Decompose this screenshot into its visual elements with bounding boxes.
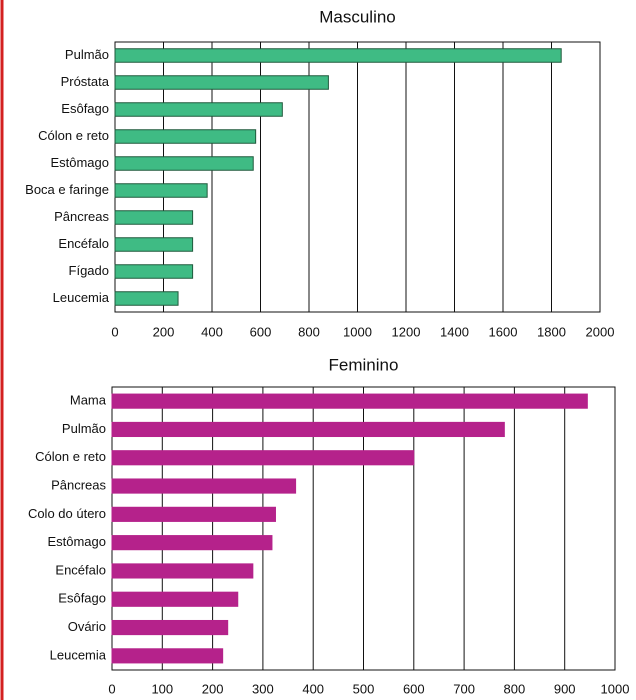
bar xyxy=(111,619,229,636)
y-tick-label: Esôfago xyxy=(58,591,106,606)
bar xyxy=(111,450,415,466)
x-tick-label: 400 xyxy=(201,324,223,339)
bar xyxy=(111,478,297,494)
x-tick-label: 200 xyxy=(153,324,175,339)
y-tick-label: Pâncreas xyxy=(54,209,109,224)
bar xyxy=(114,156,254,171)
bar xyxy=(114,129,257,144)
y-tick-label: Esôfago xyxy=(61,101,109,116)
x-tick-label: 300 xyxy=(252,681,274,696)
x-tick-label: 400 xyxy=(302,681,324,696)
y-tick-label: Leucemia xyxy=(50,647,107,662)
x-tick-label: 1000 xyxy=(343,324,372,339)
bar xyxy=(114,183,208,198)
chart-title: Masculino xyxy=(319,7,396,26)
y-tick-label: Cólon e reto xyxy=(38,128,109,143)
x-tick-label: 1000 xyxy=(601,681,630,696)
bar xyxy=(111,591,239,607)
y-tick-label: Cólon e reto xyxy=(35,449,106,464)
x-tick-label: 800 xyxy=(504,681,526,696)
bar xyxy=(114,102,283,117)
x-tick-label: 200 xyxy=(202,681,224,696)
bar xyxy=(111,648,224,664)
bar xyxy=(114,210,194,225)
chart-title: Feminino xyxy=(329,355,399,374)
bar xyxy=(111,421,505,438)
y-tick-label: Estômago xyxy=(50,155,109,170)
y-tick-label: Mama xyxy=(70,393,107,408)
y-tick-label: Pâncreas xyxy=(51,477,106,492)
y-tick-label: Ovário xyxy=(68,619,106,634)
bar xyxy=(114,237,194,252)
y-tick-label: Encéfalo xyxy=(55,562,106,577)
x-tick-label: 0 xyxy=(111,324,118,339)
x-tick-label: 1200 xyxy=(392,324,421,339)
y-tick-label: Estômago xyxy=(47,534,106,549)
x-tick-label: 800 xyxy=(298,324,320,339)
bar xyxy=(114,48,562,63)
bar xyxy=(114,291,179,306)
x-tick-label: 700 xyxy=(453,681,475,696)
x-tick-label: 1600 xyxy=(489,324,518,339)
y-tick-label: Fígado xyxy=(69,263,109,278)
x-tick-label: 600 xyxy=(250,324,272,339)
y-tick-label: Boca e faringe xyxy=(25,182,109,197)
bar xyxy=(114,264,194,279)
bar xyxy=(111,535,273,551)
bar xyxy=(111,393,588,409)
y-tick-label: Colo do útero xyxy=(28,506,106,521)
x-tick-label: 2000 xyxy=(586,324,615,339)
y-tick-label: Pulmão xyxy=(62,421,106,436)
y-tick-label: Próstata xyxy=(61,74,110,89)
y-tick-label: Pulmão xyxy=(65,47,109,62)
y-tick-label: Encéfalo xyxy=(58,236,109,251)
x-tick-label: 900 xyxy=(554,681,576,696)
x-tick-label: 1800 xyxy=(537,324,566,339)
bar xyxy=(111,506,276,522)
bar xyxy=(114,75,329,90)
x-tick-label: 600 xyxy=(403,681,425,696)
y-tick-label: Leucemia xyxy=(53,290,110,305)
x-tick-label: 100 xyxy=(151,681,173,696)
x-tick-label: 1400 xyxy=(440,324,469,339)
bar xyxy=(111,563,254,579)
x-tick-label: 0 xyxy=(108,681,115,696)
x-tick-label: 500 xyxy=(353,681,375,696)
